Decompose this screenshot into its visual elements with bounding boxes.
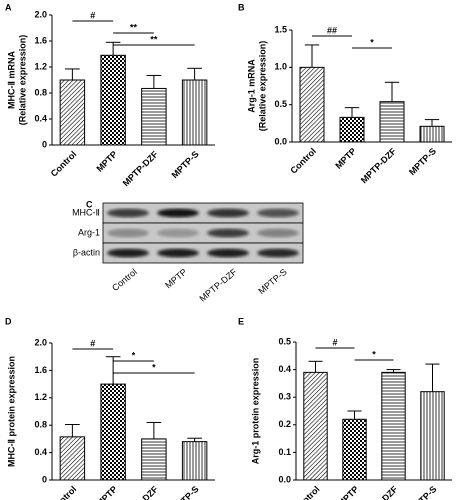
bar	[181, 441, 208, 481]
y-axis-label: (Relative expression)	[257, 41, 267, 132]
bar	[141, 438, 167, 481]
blot-band	[207, 208, 249, 218]
x-tick-label: MPTP	[333, 146, 358, 171]
y-tick-label: 0.4	[278, 364, 291, 374]
x-tick-label: MPTP-DZF	[359, 146, 399, 186]
significance-mark: #	[90, 10, 95, 20]
x-tick-label: MPTP-DZF	[121, 149, 161, 189]
significance-mark: *	[152, 362, 156, 372]
significance-mark: #	[90, 338, 95, 348]
y-tick-label: 0.2	[278, 419, 291, 429]
blot-row-label: MHC-Ⅱ	[72, 207, 100, 217]
x-tick-label: MPTP-S	[170, 484, 201, 500]
bar	[420, 391, 445, 481]
panel-label: D	[5, 316, 12, 326]
x-tick-label: MPTP	[94, 484, 119, 500]
x-tick-label: MPTP	[94, 149, 119, 174]
y-tick-label: 0.8	[34, 420, 47, 430]
blot-band	[157, 228, 199, 238]
blot-band	[257, 208, 299, 218]
lane-label: Control	[110, 267, 139, 293]
bar	[339, 116, 365, 143]
lane-label: MPTP-DZF	[198, 266, 240, 303]
bar	[59, 79, 86, 146]
x-tick-label: Control	[292, 484, 322, 500]
y-axis-label: MHC-Ⅱ protein expression	[6, 356, 16, 467]
blot-band	[157, 248, 199, 258]
x-tick-label: MPTP-S	[407, 146, 438, 177]
panel-label: E	[238, 316, 244, 326]
y-tick-label: 1.0	[274, 62, 287, 72]
x-tick-label: MPTP-S	[170, 149, 201, 180]
panel-label: B	[238, 2, 245, 12]
bar	[379, 101, 405, 143]
y-tick-label: 0.4	[34, 447, 47, 457]
x-tick-label: Control	[49, 149, 79, 179]
y-tick-label: 0.4	[34, 113, 47, 123]
x-tick-label: MPTP-S	[407, 484, 438, 500]
y-tick-label: 0.0	[274, 136, 287, 146]
y-tick-label: 0.5	[274, 99, 287, 109]
significance-mark: **	[130, 22, 138, 32]
significance-mark: *	[372, 349, 376, 359]
blot-band	[157, 208, 199, 218]
y-tick-label: 0	[42, 474, 47, 484]
y-tick-label: 1.2	[34, 392, 47, 402]
bar	[303, 371, 328, 481]
blot-band	[207, 228, 249, 238]
lane-label: MPTP-S	[256, 267, 288, 297]
bar	[141, 87, 167, 146]
panel-label: C	[86, 199, 93, 209]
bar	[181, 79, 208, 146]
y-tick-label: 1.5	[274, 24, 287, 34]
significance-mark: ##	[327, 25, 337, 35]
y-tick-label: 0.1	[278, 447, 291, 457]
blot-band	[107, 228, 149, 238]
y-tick-label: 0.8	[34, 87, 47, 97]
significance-mark: #	[332, 337, 337, 347]
bar	[59, 436, 86, 481]
bar	[419, 125, 445, 143]
y-tick-label: 0.3	[278, 392, 291, 402]
x-tick-label: MPTP-DZF	[360, 484, 400, 500]
y-tick-label: 1.6	[34, 365, 47, 375]
significance-mark: *	[370, 37, 374, 47]
y-tick-label: 2.0	[34, 337, 47, 347]
x-tick-label: MPTP-DZF	[121, 484, 161, 500]
bar	[299, 66, 325, 143]
x-tick-label: Control	[288, 146, 318, 176]
blot-band	[257, 248, 299, 258]
y-tick-label: 0.5	[278, 336, 291, 346]
significance-mark: *	[132, 350, 136, 360]
blot-row	[102, 242, 304, 264]
x-tick-label: Control	[49, 484, 79, 500]
y-axis-label: (Relative expression)	[17, 35, 27, 126]
bar	[100, 54, 126, 146]
y-axis-label: Arg-1 mRNA	[246, 59, 256, 113]
y-tick-label: 1.6	[34, 35, 47, 45]
significance-mark: **	[150, 34, 158, 44]
blot-row-label: Arg-1	[78, 227, 100, 237]
y-tick-label: 0	[42, 139, 47, 149]
blot-band	[107, 208, 149, 218]
blot-row-label: β-actin	[73, 247, 100, 257]
y-tick-label: 2.0	[34, 9, 47, 19]
y-tick-label: 1.2	[34, 61, 47, 71]
x-tick-label: MPTP	[336, 484, 361, 500]
blot-band	[107, 248, 149, 258]
bar	[342, 418, 367, 481]
blot-band	[257, 228, 299, 238]
lane-label: MPTP	[163, 267, 189, 291]
y-axis-label: MHC-Ⅱ mRNA	[6, 51, 16, 109]
blot-band	[207, 248, 249, 258]
bar	[100, 383, 126, 481]
panel-label: A	[5, 2, 12, 12]
y-axis-label: Arg-1 protein expression	[250, 358, 260, 465]
y-tick-label: 0.0	[278, 474, 291, 484]
bar	[381, 371, 406, 481]
